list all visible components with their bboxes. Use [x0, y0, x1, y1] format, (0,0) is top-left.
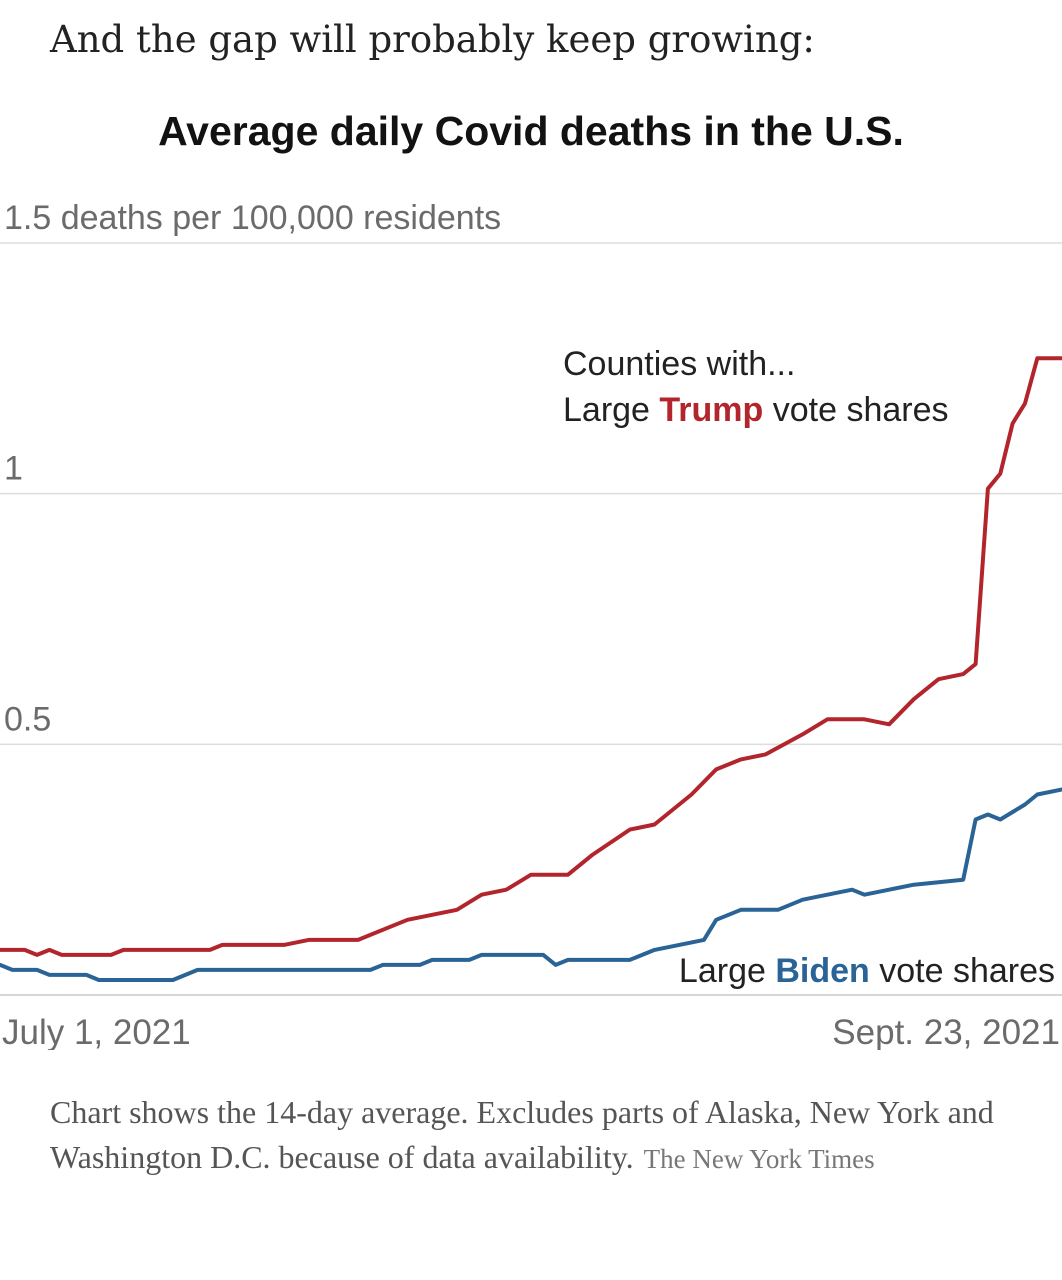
chart-labels: 1.5 deaths per 100,000 residents 1 0.5 July…	[2, 199, 1060, 1050]
y-tick-label: 1.5 deaths per 100,000 residents	[4, 199, 501, 237]
x-tick-label-end: Sept. 23, 2021	[832, 1013, 1060, 1050]
note-text: Chart shows the 14-day average. Excludes…	[50, 1094, 994, 1175]
chart-note: Chart shows the 14-day average. Excludes…	[50, 1090, 1010, 1182]
series-label-biden: Large Biden vote shares	[679, 952, 1055, 990]
credit-text: The New York Times	[643, 1144, 875, 1174]
chart-title: Average daily Covid deaths in the U.S.	[158, 108, 904, 154]
y-tick-label: 0.5	[4, 700, 51, 738]
x-tick-label-start: July 1, 2021	[2, 1013, 191, 1050]
gridlines	[0, 242, 1062, 996]
y-tick-label: 1	[4, 450, 23, 488]
annotation-intro: Counties with...	[563, 345, 795, 383]
series-label-trump: Large Trump vote shares	[563, 391, 949, 429]
line-chart: 1.5 deaths per 100,000 residents 1 0.5 July…	[0, 199, 1062, 1050]
series-line-biden	[0, 787, 1062, 982]
lead-text: And the gap will probably keep growing:	[50, 18, 815, 61]
series-lines	[0, 356, 1062, 982]
series-line-trump	[0, 356, 1062, 957]
